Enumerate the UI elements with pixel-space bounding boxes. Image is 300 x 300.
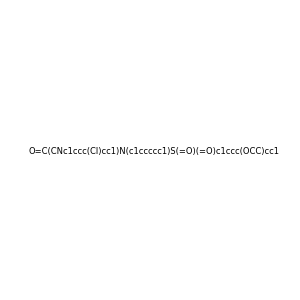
Text: O=C(CNc1ccc(Cl)cc1)N(c1ccccc1)S(=O)(=O)c1ccc(OCC)cc1: O=C(CNc1ccc(Cl)cc1)N(c1ccccc1)S(=O)(=O)c… (28, 147, 279, 156)
